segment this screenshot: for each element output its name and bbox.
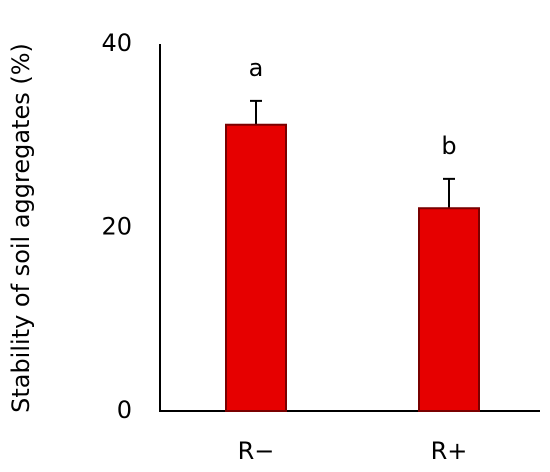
significance-letter: b: [441, 132, 456, 160]
significance-letter: a: [249, 54, 264, 82]
bar: [225, 123, 287, 413]
x-tick-label: R−: [238, 437, 275, 465]
y-axis-label: Stability of soil aggregates (%): [7, 43, 35, 413]
y-tick-label: 20: [101, 213, 132, 241]
bar: [418, 207, 480, 412]
y-tick-label: 0: [117, 396, 132, 424]
x-tick-label: R+: [431, 437, 468, 465]
y-tick-label: 40: [101, 29, 132, 57]
